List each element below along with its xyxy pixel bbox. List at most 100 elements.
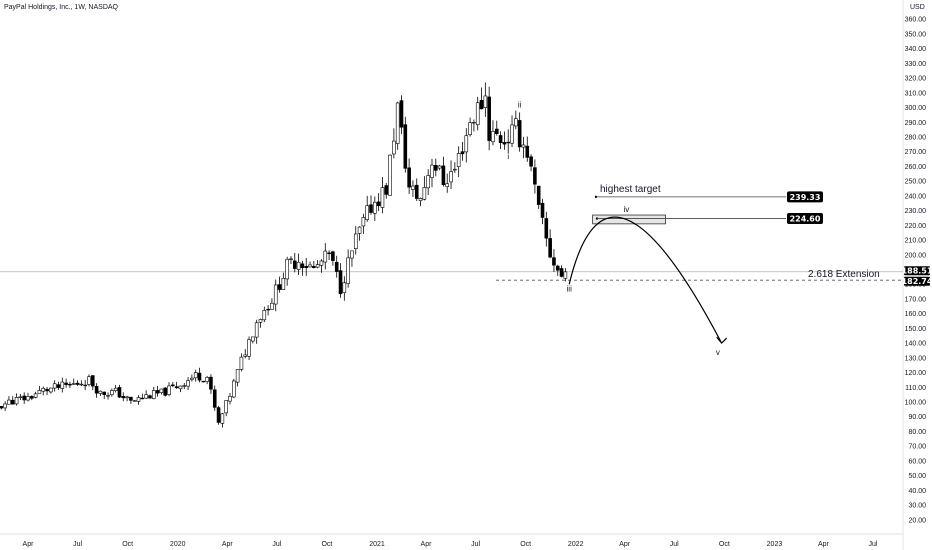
candle-body <box>235 369 240 383</box>
candle-body <box>350 250 354 259</box>
candle <box>449 160 453 190</box>
candle <box>292 252 297 273</box>
y-tick-label: 20.00 <box>908 517 926 524</box>
symbol-title: PayPal Holdings, Inc., 1W, NASDAQ <box>4 4 119 11</box>
candle <box>399 95 404 135</box>
x-tick-label: 2022 <box>568 541 584 548</box>
candle-body <box>281 278 286 290</box>
candle-body <box>445 183 450 187</box>
candle <box>3 401 7 411</box>
candle <box>90 375 95 391</box>
candle <box>392 128 396 159</box>
candle-body <box>79 383 84 386</box>
candle <box>468 117 472 137</box>
candle <box>350 250 354 267</box>
candle-body <box>117 387 122 398</box>
candle-body <box>87 376 91 385</box>
candle-body <box>37 390 42 394</box>
y-tick-label: 320.00 <box>905 76 927 83</box>
candle <box>300 261 305 276</box>
candle-body <box>258 319 263 323</box>
candle-body <box>521 144 526 148</box>
candle-body <box>430 164 434 178</box>
price-tag-label: 182.74 <box>902 277 932 286</box>
candle-body <box>342 282 347 293</box>
candle-body <box>232 380 236 398</box>
candle <box>132 400 137 402</box>
candle-body <box>159 388 164 393</box>
wave-label: i <box>507 152 509 161</box>
y-tick-label: 120.00 <box>905 370 927 377</box>
price-tag-label: 188.51 <box>902 266 932 275</box>
candle-body <box>479 99 484 110</box>
price-tag: 239.33 <box>787 191 823 203</box>
candle <box>510 115 514 148</box>
candle <box>563 268 568 282</box>
candle <box>418 197 423 207</box>
candle-body <box>384 185 389 195</box>
candle <box>113 384 118 393</box>
candle <box>479 87 484 110</box>
candle <box>315 259 320 269</box>
y-tick-label: 30.00 <box>908 503 926 510</box>
y-tick-label: 300.00 <box>905 105 927 112</box>
candle <box>262 306 267 323</box>
candle <box>22 392 26 404</box>
candle-body <box>155 390 160 394</box>
price-tag: 182.74 <box>902 276 932 286</box>
candle <box>441 156 446 187</box>
candle <box>205 375 209 385</box>
candle-body <box>380 187 385 208</box>
candle-body <box>491 131 495 143</box>
y-tick-label: 100.00 <box>905 400 927 407</box>
candle <box>338 263 343 298</box>
price-tag-box <box>904 266 930 276</box>
candle <box>342 276 347 301</box>
candle-body <box>83 384 87 387</box>
price-tag-box <box>787 213 823 225</box>
candle-body <box>243 354 248 357</box>
candle-body <box>266 308 270 311</box>
y-tick-label: 160.00 <box>905 311 927 318</box>
candle <box>0 405 4 410</box>
candle-body <box>395 102 400 144</box>
candle-body <box>163 387 168 396</box>
candle-body <box>254 322 259 338</box>
candle-body <box>56 384 61 388</box>
x-tick-label: Jul <box>272 541 281 548</box>
candle-body <box>205 377 209 382</box>
candle-body <box>308 264 312 268</box>
x-tick-label: Jul <box>670 541 679 548</box>
candle-body <box>212 389 217 408</box>
time-axis[interactable]: Apr Jul Oct 2020 Apr Jul Oct 2021 Apr Jul Oct 2022 A… <box>23 541 878 548</box>
candle <box>14 393 19 406</box>
candle-body <box>167 385 171 395</box>
candle-body <box>506 141 511 144</box>
candle-body <box>555 265 560 271</box>
candle-body <box>30 396 34 399</box>
candle-body <box>18 396 23 398</box>
candle-body <box>125 396 129 399</box>
candle-body <box>26 396 30 401</box>
candle <box>7 396 11 405</box>
candle <box>357 226 362 241</box>
y-tick-label: 360.00 <box>905 17 927 24</box>
extension-label: 2.618 Extension <box>808 269 880 280</box>
candle-body <box>136 397 141 402</box>
candle <box>506 129 511 154</box>
candle-body <box>540 202 545 218</box>
candle-body <box>148 395 152 399</box>
candle <box>487 86 491 151</box>
candle-body <box>201 380 206 383</box>
candle <box>353 226 358 255</box>
y-tick-label: 330.00 <box>905 61 927 68</box>
x-tick-label: Oct <box>122 541 133 548</box>
candle <box>548 229 552 259</box>
price-axis[interactable]: 20.00 30.00 40.00 50.00 60.00 70.00 80.00 90.00… <box>905 17 927 525</box>
y-tick-label: 60.00 <box>908 458 926 465</box>
y-tick-label: 230.00 <box>905 208 927 215</box>
candle <box>395 101 400 150</box>
candle <box>533 159 537 194</box>
y-tick-label: 310.00 <box>905 90 927 97</box>
